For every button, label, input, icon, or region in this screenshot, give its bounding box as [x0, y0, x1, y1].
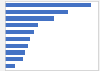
- Bar: [5, 10, 68, 14]
- Bar: [5, 64, 15, 68]
- Bar: [5, 57, 23, 61]
- Bar: [5, 30, 34, 34]
- Bar: [5, 3, 91, 7]
- Bar: [5, 44, 28, 48]
- Bar: [5, 37, 30, 41]
- Bar: [5, 16, 54, 21]
- Bar: [5, 23, 38, 27]
- Bar: [5, 50, 25, 55]
